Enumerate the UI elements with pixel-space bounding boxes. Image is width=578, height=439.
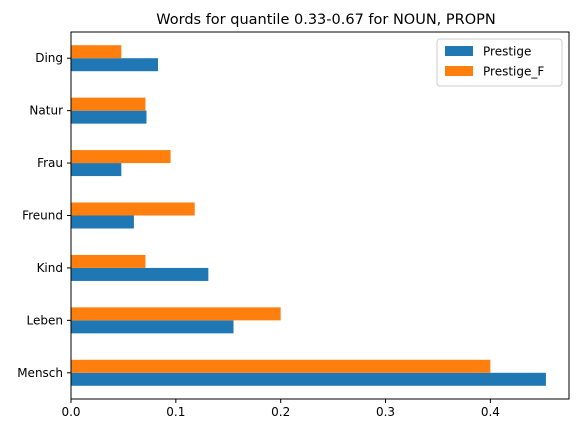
- bar-prestige-f-ding: [71, 45, 122, 59]
- y-tick-label: Kind: [37, 261, 63, 275]
- plot-frame: [70, 31, 570, 400]
- y-tick-label: Mensch: [17, 366, 63, 380]
- bar-prestige-frau: [71, 163, 122, 177]
- x-tick-label: 0.3: [376, 405, 395, 419]
- bar-prestige-f-leben: [71, 307, 281, 321]
- y-tick-label: Frau: [37, 156, 63, 170]
- x-tick-label: 0.2: [271, 405, 290, 419]
- chart-title: Words for quantile 0.33-0.67 for NOUN, P…: [156, 12, 495, 28]
- x-axis: 0.0 0.1 0.2 0.3 0.4: [61, 399, 500, 419]
- legend-swatch-prestige: [445, 46, 473, 56]
- bar-prestige-natur: [71, 110, 147, 124]
- bar-prestige-kind: [71, 267, 209, 281]
- bar-prestige-f-frau: [71, 150, 171, 164]
- bar-prestige-f-natur: [71, 97, 146, 111]
- legend: Prestige Prestige_F: [436, 38, 563, 87]
- y-tick-label: Leben: [27, 313, 63, 327]
- y-tick-label: Freund: [22, 209, 63, 223]
- bar-prestige-f-freund: [71, 202, 195, 216]
- y-axis: Mensch Leben Kind Freund Frau Natur Ding: [17, 51, 71, 380]
- bar-prestige-f-mensch: [71, 359, 491, 373]
- bar-prestige-freund: [71, 215, 134, 229]
- bar-prestige-f-kind: [71, 254, 146, 268]
- legend-label-prestige: Prestige: [483, 45, 531, 59]
- bars-layer: [71, 45, 546, 386]
- y-tick-label: Ding: [35, 51, 63, 65]
- x-tick-label: 0.0: [61, 405, 80, 419]
- x-tick-label: 0.4: [481, 405, 500, 419]
- bar-prestige-leben: [71, 320, 234, 334]
- y-tick-label: Natur: [29, 104, 63, 118]
- legend-swatch-prestige-f: [445, 66, 473, 76]
- bar-prestige-mensch: [71, 372, 546, 386]
- x-tick-label: 0.1: [166, 405, 185, 419]
- bar-prestige-ding: [71, 58, 159, 72]
- legend-label-prestige-f: Prestige_F: [483, 65, 544, 79]
